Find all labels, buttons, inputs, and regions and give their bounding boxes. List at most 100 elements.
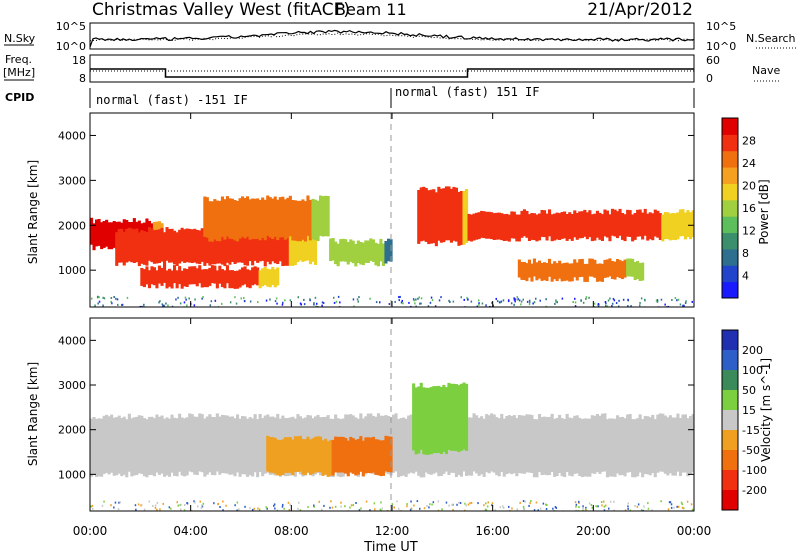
noise-point xyxy=(438,299,441,302)
data-cell xyxy=(238,418,242,477)
noise-point xyxy=(417,297,419,300)
data-cell xyxy=(298,435,302,472)
noise-point xyxy=(91,504,94,507)
data-cell xyxy=(540,210,544,237)
noise-point xyxy=(110,504,112,507)
data-cell xyxy=(208,201,212,242)
data-cell xyxy=(626,209,630,237)
data-cell xyxy=(291,232,295,266)
noise-point xyxy=(683,507,685,510)
data-cell xyxy=(603,413,607,472)
data-cell xyxy=(100,418,104,477)
noise-point xyxy=(186,502,188,504)
noise-point xyxy=(236,501,239,504)
noise-point xyxy=(430,296,433,299)
noise-point xyxy=(170,507,172,510)
data-cell xyxy=(228,198,232,239)
data-cell xyxy=(263,415,267,474)
noise-point xyxy=(459,502,462,504)
power-panel: 1000 2000 3000 4000 Slant Range [km] xyxy=(26,112,695,308)
data-cell xyxy=(663,212,667,239)
data-cell xyxy=(490,413,494,472)
noise-point xyxy=(111,302,113,305)
power-ylabel: Slant Range [km] xyxy=(26,160,40,264)
noise-point xyxy=(502,505,504,508)
nsearch-label: N.Search xyxy=(746,32,796,45)
noise-point xyxy=(154,504,157,507)
data-cell xyxy=(457,385,461,453)
noise-point xyxy=(613,500,615,503)
noise-point xyxy=(522,500,525,502)
noise-point xyxy=(670,506,673,509)
data-cell xyxy=(412,383,416,451)
velocity-ylabel: Slant Range [km] xyxy=(26,362,40,466)
data-cell xyxy=(218,416,222,475)
noise-point xyxy=(520,300,523,303)
data-cell xyxy=(298,200,302,242)
data-cell xyxy=(273,196,277,237)
data-cell xyxy=(616,211,620,239)
noise-point xyxy=(415,298,417,301)
colorbar-swatch xyxy=(722,450,738,471)
noise-point xyxy=(373,502,376,505)
data-cell xyxy=(424,188,428,242)
data-cell xyxy=(371,239,375,262)
noise-point xyxy=(630,305,632,307)
noise-point xyxy=(605,504,607,507)
data-cell xyxy=(583,209,587,237)
data-cell xyxy=(319,195,323,236)
noise-point xyxy=(183,509,186,511)
data-cell xyxy=(218,265,222,284)
data-cell xyxy=(470,214,474,242)
data-cell xyxy=(210,201,214,242)
colorbar-tick-label: 28 xyxy=(742,135,756,148)
data-cell xyxy=(236,414,240,473)
data-cell xyxy=(208,267,212,286)
data-cell xyxy=(256,419,260,478)
data-cell xyxy=(603,209,607,237)
noise-point xyxy=(539,299,541,302)
noise-point xyxy=(402,302,404,305)
data-cell xyxy=(178,229,182,264)
data-cell xyxy=(258,227,262,262)
power-feature-2 xyxy=(140,264,280,289)
data-cell xyxy=(580,258,584,277)
noise-point xyxy=(321,304,323,307)
data-cell xyxy=(366,437,370,473)
noise-point xyxy=(289,299,292,302)
data-cell xyxy=(429,387,433,455)
noise-point xyxy=(655,299,658,302)
data-cell xyxy=(208,231,212,266)
noise-point xyxy=(398,299,400,302)
data-cell xyxy=(251,198,255,239)
data-cell xyxy=(475,415,479,474)
data-cell xyxy=(145,218,149,246)
data-cell xyxy=(648,212,652,240)
noise-point xyxy=(575,509,577,511)
data-cell xyxy=(278,440,282,476)
noise-point xyxy=(240,297,242,300)
data-cell xyxy=(303,227,307,261)
data-cell xyxy=(439,188,443,243)
noise-point xyxy=(352,298,355,301)
noise-point xyxy=(561,297,564,300)
data-cell xyxy=(97,418,101,477)
noise-point xyxy=(303,298,305,301)
noise-point xyxy=(413,504,415,507)
nave-label: Nave xyxy=(752,64,780,77)
noise-point xyxy=(102,296,104,299)
noise-point xyxy=(627,507,629,510)
noise-point xyxy=(126,296,129,299)
data-cell xyxy=(251,267,255,286)
noise-point xyxy=(213,502,215,505)
power-feature-1 xyxy=(115,226,318,267)
data-cell xyxy=(414,387,418,455)
noise-point xyxy=(162,304,164,307)
data-cell xyxy=(263,267,267,285)
noise-point xyxy=(184,296,187,299)
noise-point xyxy=(582,505,584,508)
data-cell xyxy=(613,418,617,477)
data-cell xyxy=(520,261,524,280)
data-cell xyxy=(605,210,609,238)
data-cell xyxy=(500,413,504,472)
